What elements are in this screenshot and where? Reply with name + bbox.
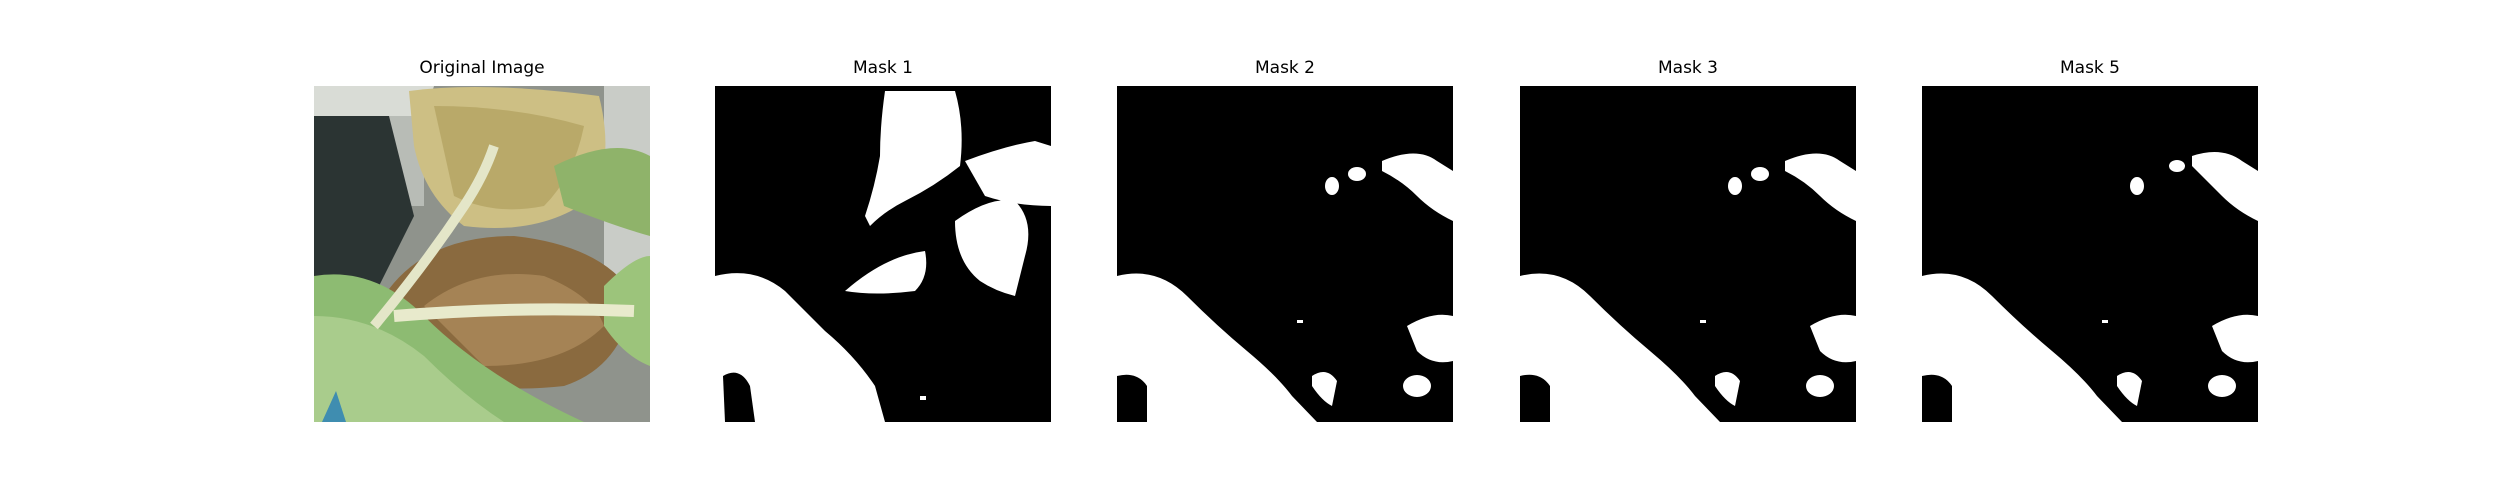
mask-2-image	[1117, 86, 1453, 422]
original-leaf-photo	[314, 86, 650, 422]
panel-title-mask-5: Mask 5	[2059, 58, 2120, 78]
panel-title-mask-2: Mask 2	[1254, 58, 1315, 78]
panel-title-mask-1: Mask 1	[852, 58, 913, 78]
mask-3-image	[1520, 86, 1856, 422]
leaf-photo-illustration	[314, 86, 650, 422]
mask-3-shapes	[1520, 86, 1856, 422]
mask-1-shapes	[715, 86, 1051, 422]
panel-title-mask-3: Mask 3	[1657, 58, 1718, 78]
panel-title-original: Original Image	[419, 58, 545, 78]
mask-1-image	[715, 86, 1051, 422]
mask-2-shapes	[1117, 86, 1453, 422]
mask-5-image	[1922, 86, 2258, 422]
mask-5-shapes	[1922, 86, 2258, 422]
